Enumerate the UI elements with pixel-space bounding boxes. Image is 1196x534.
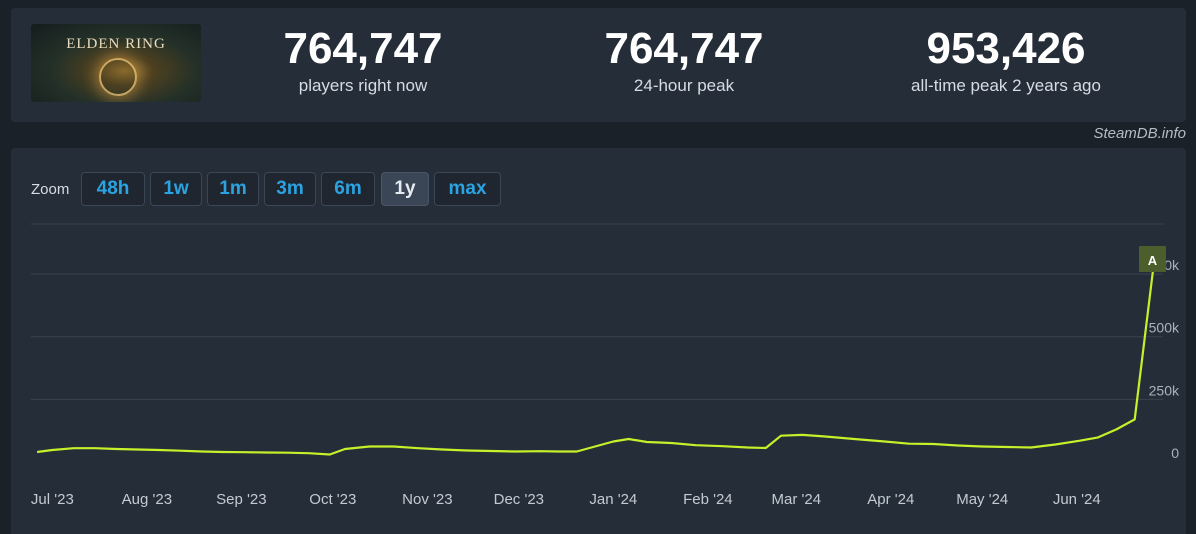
x-tick-label: Mar '24 xyxy=(771,491,821,508)
x-tick-label: Apr '24 xyxy=(867,491,914,508)
stat-value: 953,426 xyxy=(926,24,1086,73)
x-tick-label: Jan '24 xyxy=(589,491,637,508)
stat-label: players right now xyxy=(298,76,428,95)
stat-label: all-time peak 2 years ago xyxy=(911,76,1101,95)
stats-card: ELDEN RING 764,747 players right now 764… xyxy=(11,8,1186,122)
zoom-button-6m[interactable]: 6m xyxy=(321,172,375,206)
elden-ring-emblem-icon xyxy=(99,58,137,96)
game-logo[interactable]: ELDEN RING xyxy=(31,24,201,102)
x-tick-label: Dec '23 xyxy=(494,491,544,508)
zoom-button-max[interactable]: max xyxy=(434,172,501,206)
chart-card: Zoom 48h 1w 1m 3m 6m 1y max 0250k500k750… xyxy=(11,148,1186,534)
x-tick-label: Nov '23 xyxy=(402,491,452,508)
series-line xyxy=(36,270,1155,456)
y-tick-label: 0 xyxy=(1171,445,1179,461)
game-logo-text: ELDEN RING xyxy=(66,36,166,52)
x-tick-label: May '24 xyxy=(956,491,1008,508)
stat-label: 24-hour peak xyxy=(633,76,735,95)
stat-value: 764,747 xyxy=(604,24,764,73)
x-tick-label: Oct '23 xyxy=(309,491,356,508)
x-tick-label: Sep '23 xyxy=(216,491,266,508)
annotation-label: A xyxy=(1148,253,1158,268)
zoom-label: Zoom xyxy=(31,181,70,198)
stat-value: 764,747 xyxy=(283,24,443,73)
stat-24h-peak: 764,747 24-hour peak xyxy=(534,24,834,96)
steamdb-watermark: SteamDB.info xyxy=(1093,125,1186,142)
x-tick-label: Jun '24 xyxy=(1053,491,1101,508)
y-tick-label: 500k xyxy=(1149,320,1180,336)
x-tick-label: Aug '23 xyxy=(122,491,172,508)
y-tick-label: 250k xyxy=(1149,382,1180,398)
stat-all-time-peak: 953,426 all-time peak 2 years ago xyxy=(856,24,1156,96)
zoom-button-48h[interactable]: 48h xyxy=(81,172,145,206)
stat-current-players: 764,747 players right now xyxy=(213,24,513,96)
zoom-button-1m[interactable]: 1m xyxy=(207,172,259,206)
zoom-button-1y[interactable]: 1y xyxy=(381,172,429,206)
x-tick-label: Feb '24 xyxy=(683,491,733,508)
x-tick-label: Jul '23 xyxy=(31,491,74,508)
zoom-button-3m[interactable]: 3m xyxy=(264,172,316,206)
annotation-flag xyxy=(1139,246,1166,272)
zoom-button-1w[interactable]: 1w xyxy=(150,172,202,206)
